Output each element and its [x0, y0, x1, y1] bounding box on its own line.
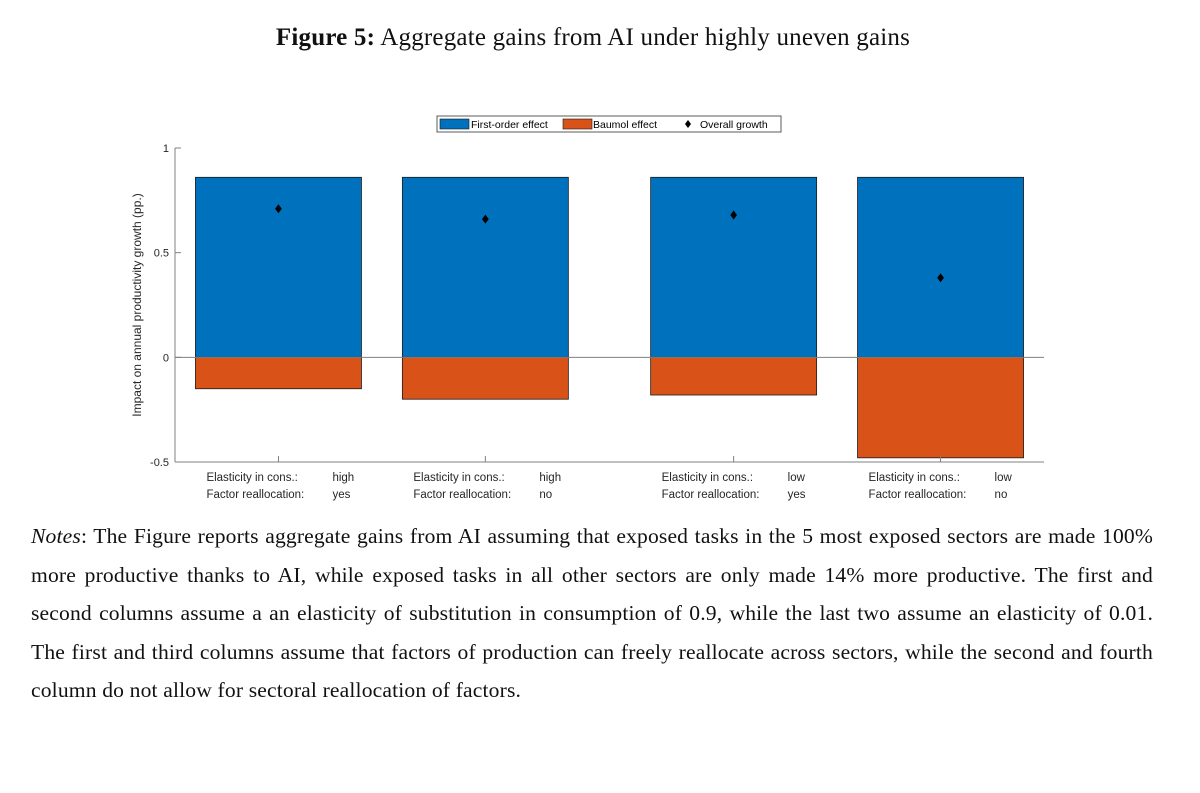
overall-growth-marker-2 — [481, 214, 489, 224]
baumol-bar-4 — [857, 356, 1024, 459]
notes-label: Notes — [31, 524, 81, 548]
overall-growth-marker-3 — [730, 210, 738, 220]
notes-text: The Figure reports aggregate gains from … — [31, 524, 1153, 703]
category-2-elasticity-value: high — [539, 472, 561, 484]
category-4-elasticity-value: low — [995, 472, 1013, 484]
first-order-bar-4 — [857, 176, 1024, 358]
legend-label-overall: Overall growth — [700, 119, 768, 131]
category-1-elasticity-value: high — [332, 472, 354, 484]
legend-box — [436, 115, 782, 133]
baumol-bar-2 — [401, 356, 569, 400]
legend-swatch-first-order — [439, 118, 470, 130]
category-3-elasticity-value: low — [788, 472, 806, 484]
bar-chart: -0.5 0 0.5 1 Impact on annual productivity g… — [130, 115, 1044, 501]
overall-growth-marker-4 — [937, 273, 944, 283]
figure-label: Figure 5: — [275, 24, 376, 51]
category-2-reallocation-label: Factor reallocation: — [413, 489, 511, 501]
figure-notes: Notes: The Figure reports aggregate gain… — [31, 517, 1153, 710]
figure-title-text: Aggregate gains from AI under highly une… — [380, 24, 911, 51]
legend-label-first-order: First-order effect — [471, 119, 548, 131]
legend-marker-overall — [685, 120, 691, 128]
overall-growth-marker-1 — [275, 204, 282, 214]
legend-swatch-baumol — [562, 118, 593, 130]
y-tick-label-1: -0.5 — [150, 457, 169, 469]
y-tick-label-2: 0 — [163, 352, 169, 364]
category-1-reallocation-label: Factor reallocation: — [206, 489, 304, 501]
category-4-reallocation-label: Factor reallocation: — [869, 489, 967, 501]
category-1-elasticity-label: Elasticity in cons.: — [206, 472, 297, 484]
y-axis-label: Impact on annual productivity growth (pp… — [130, 193, 144, 416]
legend-label-baumol: Baumol effect — [593, 119, 657, 131]
category-3-reallocation-value: yes — [788, 489, 806, 501]
baumol-bar-3 — [650, 356, 818, 396]
first-order-bar-3 — [650, 176, 818, 358]
category-4-elasticity-label: Elasticity in cons.: — [869, 472, 960, 484]
figure-title: Figure 5: Aggregate gains from AI under … — [0, 24, 1186, 52]
category-2-reallocation-value: no — [539, 489, 552, 501]
category-3-elasticity-label: Elasticity in cons.: — [662, 472, 753, 484]
category-1-reallocation-value: yes — [332, 489, 350, 501]
notes-separator: : — [80, 524, 94, 548]
category-3-reallocation-label: Factor reallocation: — [662, 489, 760, 501]
baumol-bar-1 — [195, 356, 362, 390]
y-tick-label-3: 0.5 — [154, 248, 169, 260]
category-4-reallocation-value: no — [995, 489, 1008, 501]
category-2-elasticity-label: Elasticity in cons.: — [413, 472, 504, 484]
y-tick-label-4: 1 — [163, 143, 169, 155]
first-order-bar-2 — [401, 176, 569, 358]
